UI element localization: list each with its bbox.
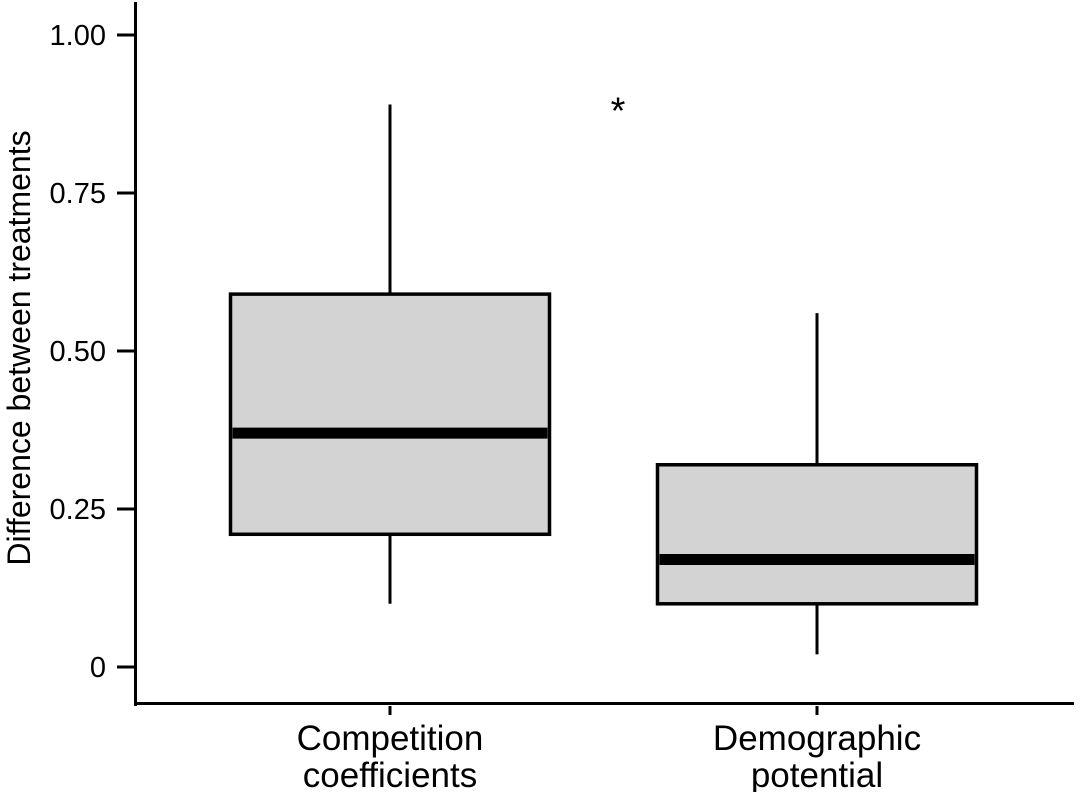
box-rect (655, 463, 979, 606)
axes-group (117, 2, 1074, 715)
x-category-label-line: potential (751, 756, 883, 792)
y-axis-title: Difference between treatments (1, 130, 37, 565)
axis-labels-group: 0 0.25 0.50 0.75 1.00 Competitioncoefficients… (50, 20, 922, 792)
boxes-group: * (228, 91, 979, 655)
y-tick-label: 0.75 (50, 178, 106, 210)
y-tick-label: 0.25 (50, 494, 106, 526)
y-tick-label: 0 (90, 652, 106, 684)
x-category-label-line: Competition (297, 719, 484, 758)
y-tick-label: 0.50 (50, 336, 106, 368)
y-tick-label: 1.00 (50, 20, 106, 52)
box-rect (228, 292, 552, 537)
x-category-label-line: coefficients (303, 756, 477, 792)
outlier-marker: * (611, 91, 626, 133)
x-category-label-line: Demographic (713, 719, 921, 758)
